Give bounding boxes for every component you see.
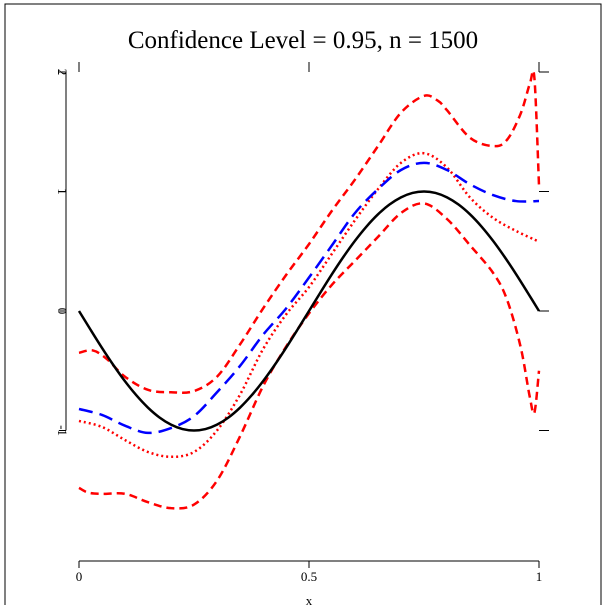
x-tick-label: 1 xyxy=(536,569,543,584)
series-lines xyxy=(77,69,541,510)
series-line-5 xyxy=(77,190,541,432)
series-line-4 xyxy=(78,161,540,435)
plot-frame xyxy=(4,3,602,605)
axes: 0 0.5 1 -1 0 1 2 xyxy=(55,62,549,584)
y-tick-label: 0 xyxy=(55,308,70,315)
x-axis-label: x xyxy=(306,593,313,605)
chart-title: Confidence Level = 0.95, n = 1500 xyxy=(128,27,478,54)
x-tick-label: 0 xyxy=(76,569,83,584)
y-tick-label: 1 xyxy=(55,188,70,195)
y-tick-label: 2 xyxy=(55,69,70,76)
x-tick-label: 0.5 xyxy=(301,569,317,584)
series-line-3 xyxy=(78,202,541,510)
series-line-1 xyxy=(78,69,541,394)
series-line-2 xyxy=(78,151,540,459)
y-tick-label: -1 xyxy=(55,425,70,436)
